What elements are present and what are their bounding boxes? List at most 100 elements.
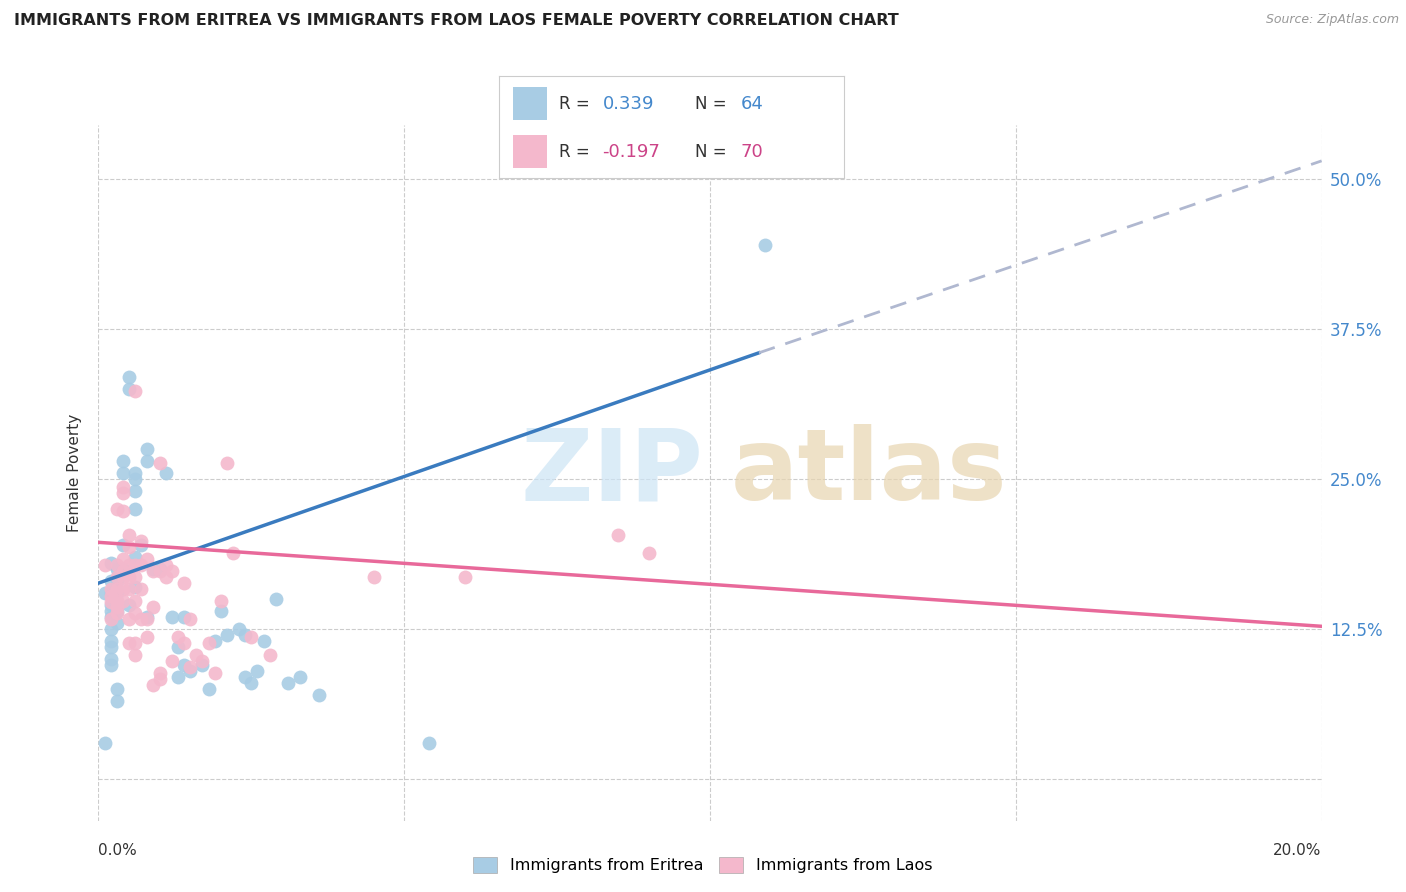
Point [124,558,146,573]
Text: Source: ZipAtlas.com: Source: ZipAtlas.com [1265,13,1399,27]
Point [142,564,165,578]
Point [118,612,141,626]
Point [136,609,159,624]
Point [93,585,115,599]
Point [197,681,219,696]
Point [149,672,172,686]
Point [277,675,299,690]
Point [136,454,159,468]
Point [155,558,177,573]
Point [111,582,134,596]
Point [142,600,165,615]
Point [637,546,661,560]
Point [149,456,172,470]
Point [160,654,183,668]
Point [105,615,128,630]
Point [191,654,214,668]
FancyBboxPatch shape [513,136,547,168]
Point [100,633,122,648]
Point [105,594,128,608]
Point [191,657,214,672]
Text: 64: 64 [741,95,763,112]
Point [607,528,630,542]
Point [240,630,263,644]
FancyBboxPatch shape [513,87,547,120]
Point [160,609,183,624]
Text: N =: N = [696,95,733,112]
Point [105,574,128,588]
Point [111,562,134,576]
Point [105,681,128,696]
Text: R =: R = [560,95,595,112]
Point [233,670,256,684]
Point [118,558,141,573]
Point [233,628,256,642]
Point [100,598,122,612]
Point [111,564,134,578]
Point [290,670,312,684]
Point [155,570,177,584]
Point [118,369,141,384]
Point [149,666,172,681]
Point [129,534,152,549]
Point [105,606,128,620]
Point [136,552,159,566]
Legend: Immigrants from Eritrea, Immigrants from Laos: Immigrants from Eritrea, Immigrants from… [467,850,939,880]
Point [111,538,134,552]
Point [124,570,146,584]
Point [124,466,146,480]
Point [129,612,152,626]
Point [160,564,183,578]
Point [100,612,122,626]
Point [105,694,128,708]
Point [100,657,122,672]
Point [129,582,152,596]
Point [93,558,115,573]
Point [252,633,274,648]
Point [100,595,122,609]
Point [100,651,122,665]
Point [136,612,159,626]
Point [111,466,134,480]
Point [100,574,122,588]
Point [118,528,141,542]
Point [129,538,152,552]
Point [100,622,122,636]
Point [179,664,201,678]
Text: atlas: atlas [731,425,1007,521]
Text: 70: 70 [741,143,763,161]
Text: 20.0%: 20.0% [1274,843,1322,858]
Point [136,442,159,456]
Point [118,636,141,650]
Point [118,570,141,584]
Point [124,648,146,662]
Point [105,562,128,576]
Point [259,648,281,662]
Point [454,570,477,584]
Point [215,628,238,642]
Point [222,546,245,560]
Point [142,678,165,692]
Point [100,640,122,654]
Point [308,688,330,702]
Point [105,604,128,618]
Point [142,562,165,576]
Point [179,612,201,626]
Point [111,570,134,584]
Point [105,582,128,596]
Point [111,486,134,500]
Point [167,670,190,684]
Point [105,558,128,573]
Point [246,664,269,678]
Point [111,454,134,468]
Point [124,472,146,486]
Point [186,648,208,662]
Text: ZIP: ZIP [520,425,703,521]
Point [418,736,440,750]
Point [124,580,146,594]
Point [204,633,226,648]
Point [100,582,122,596]
Point [105,501,128,516]
Point [155,466,177,480]
Text: IMMIGRANTS FROM ERITREA VS IMMIGRANTS FROM LAOS FEMALE POVERTY CORRELATION CHART: IMMIGRANTS FROM ERITREA VS IMMIGRANTS FR… [14,13,898,29]
